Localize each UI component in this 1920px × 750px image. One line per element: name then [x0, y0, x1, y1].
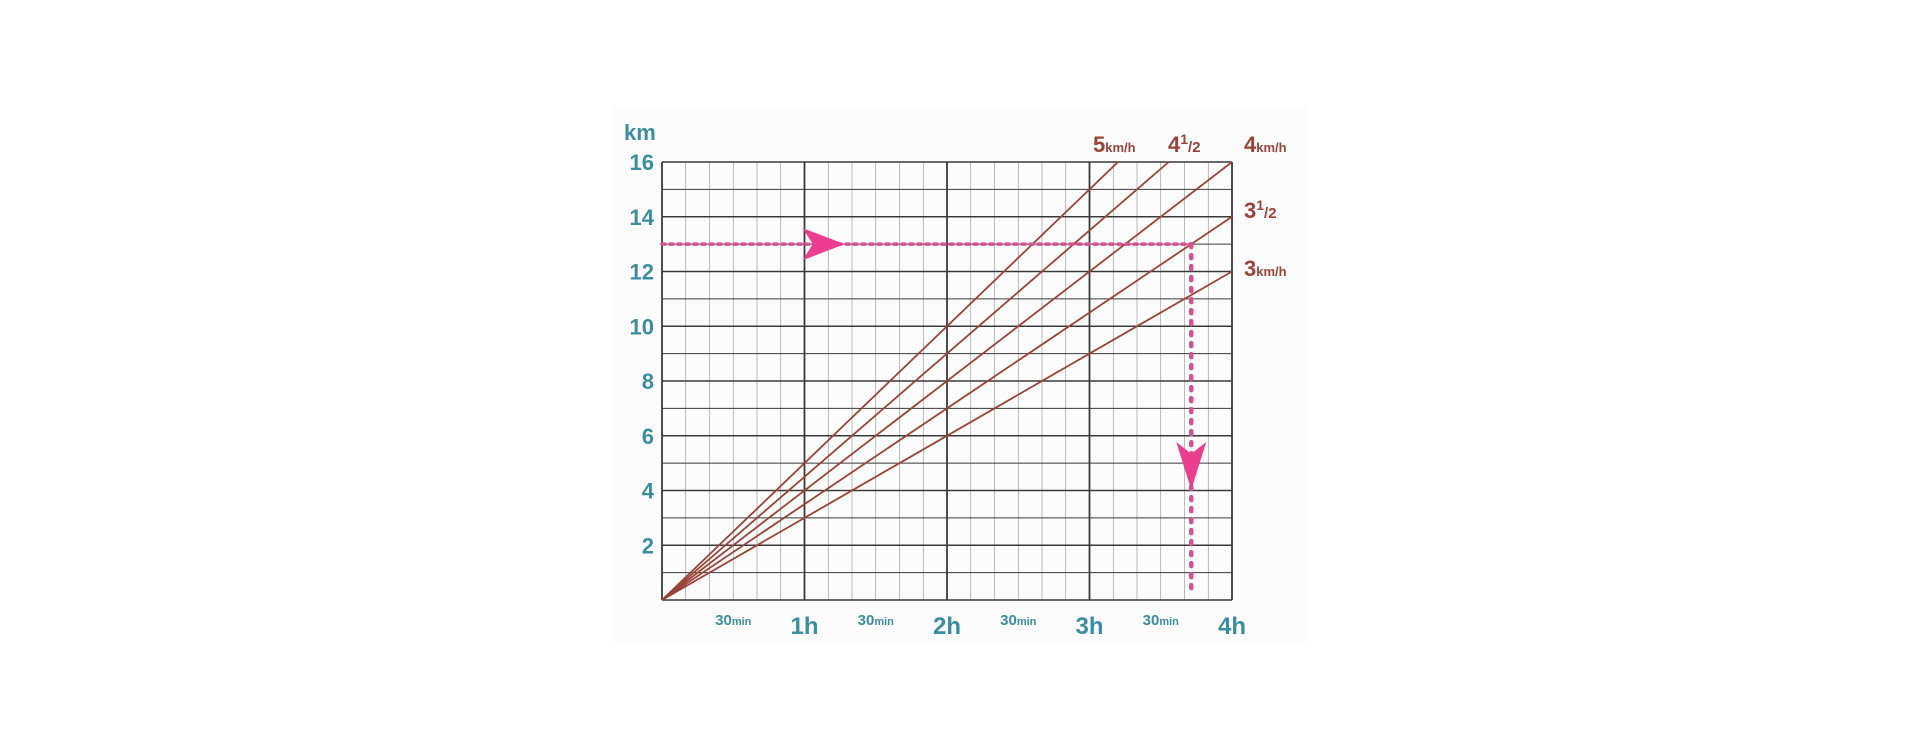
x-minor-tick-label: 30min — [858, 612, 895, 629]
x-minor-tick-label: 30min — [715, 612, 752, 629]
series-label: 31/2 — [1244, 197, 1277, 223]
x-tick-label: 3h — [1075, 613, 1103, 640]
x-tick-label: 2h — [933, 613, 961, 640]
series-line — [661, 270, 1233, 601]
x-tick-label: 4h — [1218, 613, 1246, 640]
arrow-down-icon — [1176, 441, 1207, 490]
series-line — [661, 216, 1233, 601]
x-minor-tick-label: 30min — [1143, 612, 1180, 629]
y-tick-label: 8 — [642, 369, 654, 394]
series-label: 3km/h — [1244, 256, 1287, 281]
x-minor-tick-label: 30min — [1000, 612, 1037, 629]
y-tick-label: 6 — [642, 424, 654, 449]
series-line — [661, 161, 1233, 601]
y-tick-label: 10 — [630, 314, 654, 339]
series-line — [661, 161, 1170, 601]
x-tick-label: 1h — [790, 613, 818, 640]
y-tick-label: 16 — [630, 150, 654, 175]
y-tick-label: 2 — [642, 533, 654, 558]
y-tick-label: 4 — [642, 479, 655, 504]
y-tick-label: 14 — [630, 205, 655, 230]
series-label: 41/2 — [1168, 131, 1201, 157]
series-label: 4km/h — [1244, 132, 1287, 157]
series-label: 5km/h — [1093, 132, 1136, 157]
y-tick-label: 12 — [630, 260, 654, 285]
y-axis-label: km — [624, 120, 656, 145]
series-line — [661, 161, 1119, 601]
arrow-right-icon — [802, 228, 845, 261]
